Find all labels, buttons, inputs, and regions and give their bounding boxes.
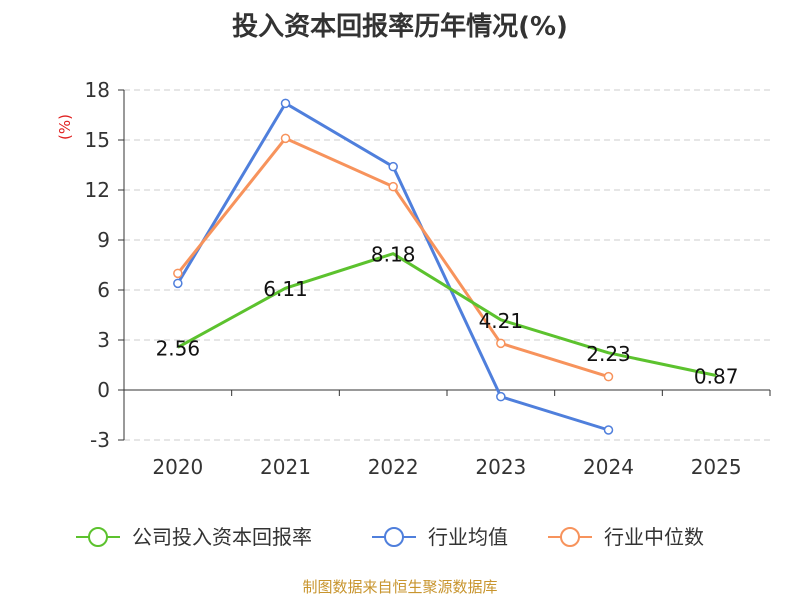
source-footer: 制图数据来自恒生聚源数据库 — [302, 578, 498, 596]
data-label: 8.18 — [371, 243, 416, 267]
x-tick-label: 2021 — [260, 455, 311, 479]
data-point — [388, 181, 398, 192]
data-point — [496, 338, 506, 349]
legend-marker — [384, 527, 404, 547]
data-point — [280, 133, 291, 144]
legend-label: 行业中位数 — [604, 525, 704, 549]
legend-marker — [88, 527, 108, 547]
y-tick-label: 3 — [97, 328, 110, 352]
chart-title: 投入资本回报率历年情况(%) — [232, 12, 568, 42]
data-point — [280, 98, 291, 109]
y-tick-label: 18 — [85, 78, 110, 102]
x-tick-label: 2022 — [368, 455, 419, 479]
data-label: 2.23 — [586, 342, 631, 366]
data-label: 0.87 — [694, 365, 739, 389]
data-label: 4.21 — [479, 309, 524, 333]
y-tick-label: 12 — [85, 178, 110, 202]
y-tick-label: -3 — [90, 428, 110, 452]
data-label: 2.56 — [156, 336, 201, 360]
data-label: 6.11 — [263, 277, 308, 301]
x-tick-label: 2020 — [152, 455, 203, 479]
x-tick-label: 2023 — [475, 455, 526, 479]
series-line — [177, 252, 717, 377]
data-point — [173, 268, 183, 279]
y-axis-label: (%) — [56, 114, 74, 140]
y-tick-label: 15 — [85, 128, 110, 152]
x-tick-label: 2024 — [583, 455, 634, 479]
y-tick-label: 6 — [97, 278, 110, 302]
legend-label: 行业均值 — [428, 525, 508, 549]
x-tick-label: 2025 — [691, 455, 742, 479]
legend-label: 公司投入资本回报率 — [132, 525, 312, 549]
data-point — [603, 425, 614, 435]
legend-marker — [560, 527, 580, 547]
y-tick-label: 9 — [97, 228, 110, 252]
data-point — [603, 371, 614, 382]
y-tick-label: 0 — [97, 378, 110, 402]
data-point — [496, 391, 506, 402]
data-point — [173, 278, 183, 289]
data-point — [388, 161, 398, 172]
